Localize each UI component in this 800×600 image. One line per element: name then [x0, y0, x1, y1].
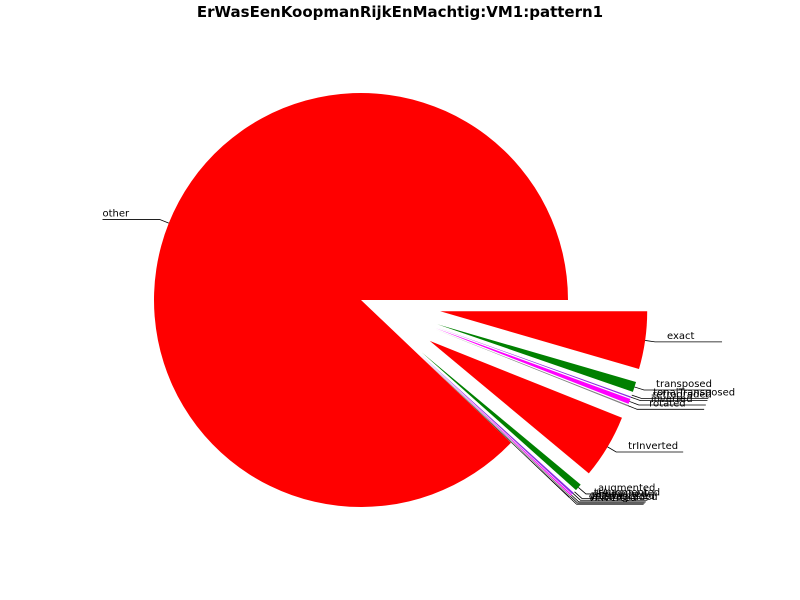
slice-label-tr-diminished: trDiminished — [591, 491, 655, 502]
pie-slice-inverted — [435, 328, 631, 404]
leader-line-exact — [645, 340, 723, 343]
pie-slice-other — [154, 92, 568, 507]
leader-line-retrograded — [630, 396, 708, 401]
slice-label-tonal-transposed: tonalTransposed — [653, 387, 735, 398]
leader-line-tr-inverted — [607, 446, 684, 453]
pie-slice-rotated — [435, 329, 629, 407]
leader-line-tr-augmented — [574, 491, 649, 499]
leader-line-v-retrograded — [570, 496, 645, 504]
pie-slice-tr-augmented — [420, 353, 575, 493]
slice-label-rotated: rotated — [649, 398, 685, 409]
slice-label-v-inverted: vInverted — [589, 493, 637, 504]
leader-line-augmented — [578, 487, 653, 495]
slice-label-augmented: augmented — [598, 483, 655, 494]
pie-slice-transposed — [437, 324, 637, 392]
slice-label-diminished: diminished — [592, 489, 647, 500]
pie-slice-augmented — [421, 352, 581, 491]
pie-slice-tr-diminished — [419, 354, 572, 496]
pie-slice-v-inverted — [419, 355, 570, 498]
leader-line-rotated — [627, 405, 705, 410]
slice-label-other: other — [103, 208, 131, 219]
slice-label-v-retrograded: vRetrograded — [590, 492, 658, 503]
pie-slice-tr-inverted — [429, 340, 622, 474]
leader-line-other — [102, 219, 169, 224]
pie-slice-tonal-transposed — [436, 326, 633, 397]
slice-label-inverted: inverted — [651, 394, 693, 405]
slice-label-tr-augmented: trAugmented — [594, 487, 660, 498]
pie-slice-diminished — [420, 353, 574, 495]
slice-label-transposed: transposed — [656, 379, 712, 390]
pie-slice-retrograded — [436, 327, 632, 398]
leader-line-v-inverted — [569, 497, 644, 505]
leader-line-inverted — [629, 401, 706, 406]
pie-slice-v-retrograded — [419, 354, 571, 497]
leader-line-tr-diminished — [571, 494, 646, 503]
slice-label-exact: exact — [667, 331, 695, 342]
slice-label-retrograded: retrograded — [652, 390, 711, 401]
pie-slice-exact — [440, 311, 648, 370]
chart-title: ErWasEenKoopmanRijkEnMachtig:VM1:pattern… — [196, 3, 604, 21]
leader-line-transposed — [634, 386, 712, 391]
leader-line-diminished — [572, 493, 648, 501]
leader-line-tonal-transposed — [631, 394, 709, 399]
slice-label-tr-inverted: trInverted — [628, 441, 678, 452]
